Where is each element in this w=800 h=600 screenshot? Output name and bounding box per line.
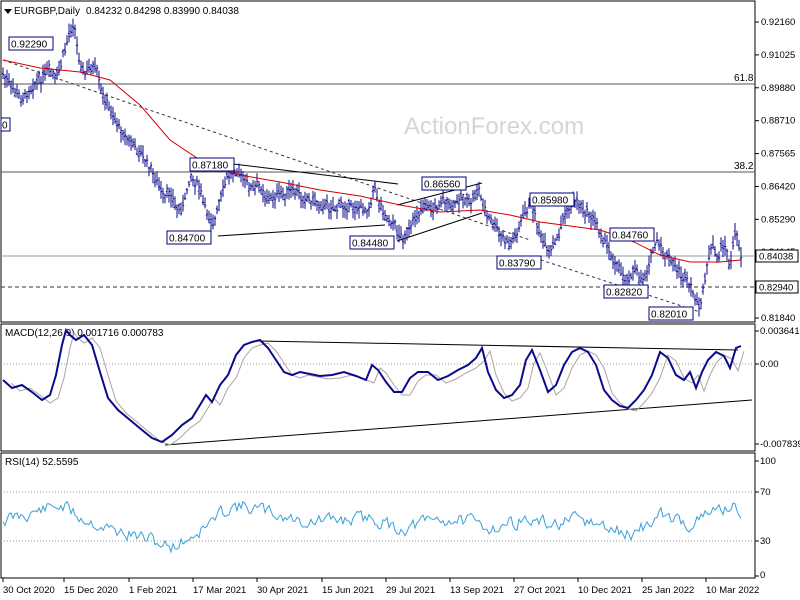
rsi-axis: 100 70 30 0 <box>755 456 776 581</box>
ohlc-values: 0.84232 0.84298 0.83990 0.84038 <box>86 6 239 17</box>
svg-text:0.84700: 0.84700 <box>169 234 206 245</box>
callouts: 0.92290 0.87180 0.84700 0.86560 0.84480 … <box>0 36 694 321</box>
macd-upper-trendline <box>257 340 739 351</box>
triangle-lower-line <box>217 224 386 237</box>
macd-signal-line <box>10 331 745 446</box>
rsi-tick-0: 0 <box>760 570 765 581</box>
callout: 0.82820 <box>603 284 649 299</box>
rsi-tick-70: 70 <box>760 487 771 498</box>
price-tick-label: 0.87565 <box>761 149 795 160</box>
callout: 0.84480 <box>349 235 395 250</box>
date-tick-label: 30 Apr 2021 <box>257 585 308 596</box>
macd-tick-zero: 0.00 <box>760 359 779 370</box>
date-axis: 30 Oct 2020 15 Dec 2020 1 Feb 2021 17 Mar 2… <box>2 578 759 596</box>
macd-tick-bottom: -0.007839 <box>760 439 800 450</box>
rsi-panel-frame <box>0 452 756 579</box>
support-price-tag <box>755 280 799 294</box>
channel-upper-line <box>396 182 483 206</box>
macd-axis: 0.003641 0.00 -0.007839 <box>755 326 800 450</box>
macd-lower-trendline <box>164 399 753 446</box>
long-downtrend-line <box>2 59 531 241</box>
macd-main-line <box>2 327 742 444</box>
fib-382-label: 38.2 <box>734 161 754 172</box>
moving-average-line <box>2 59 742 263</box>
fib-618-label: 61.8 <box>734 73 754 84</box>
date-tick-label: 27 Oct 2021 <box>514 585 566 596</box>
svg-text:0.92290: 0.92290 <box>11 40 48 51</box>
date-tick-label: 10 Dec 2021 <box>578 585 632 596</box>
price-tick-label: 0.92160 <box>761 17 795 28</box>
channel-lower-line <box>396 212 483 242</box>
svg-text:0.83790: 0.83790 <box>499 259 536 270</box>
triangle-upper-line <box>224 162 399 185</box>
support-price-label: 0.82940 <box>759 283 793 294</box>
current-price-tag <box>755 249 799 263</box>
callout: 0.82010 <box>648 306 694 321</box>
price-tick-label: 0.81840 <box>761 313 795 324</box>
svg-text:0: 0 <box>2 121 8 132</box>
svg-text:0.82010: 0.82010 <box>651 310 688 321</box>
svg-text:0.84480: 0.84480 <box>352 239 389 250</box>
svg-text:0.86560: 0.86560 <box>424 180 461 191</box>
date-tick-label: 10 Mar 2022 <box>706 585 759 596</box>
macd-panel-frame <box>0 323 756 452</box>
price-tick-label: 0.85290 <box>761 214 795 225</box>
price-panel-frame <box>0 0 756 323</box>
callout: 0.85980 <box>529 192 575 207</box>
callout: 0.92290 <box>8 36 54 51</box>
callout: 0.84760 <box>609 227 655 242</box>
callout: 0.87180 <box>189 157 235 172</box>
rsi-line <box>2 500 742 554</box>
left-edge-callout: 0 <box>0 117 11 132</box>
rsi-tick-30: 30 <box>760 536 771 547</box>
date-tick-label: 15 Dec 2020 <box>64 585 118 596</box>
price-bars <box>1 18 743 317</box>
price-tick-label: 0.91025 <box>761 50 795 61</box>
title-group: EURGBP,Daily 0.84232 0.84298 0.83990 0.8… <box>4 6 239 17</box>
price-tick-label: 0.88710 <box>761 116 795 127</box>
price-tick-label: 0.89880 <box>761 83 795 94</box>
date-tick-label: 15 Jun 2021 <box>322 585 374 596</box>
rsi-title: RSI(14) 52.5595 <box>5 457 79 468</box>
svg-text:0.84760: 0.84760 <box>612 231 649 242</box>
date-tick-label: 13 Sep 2021 <box>450 585 504 596</box>
watermark: ActionForex.com <box>404 113 584 140</box>
price-tick-label: 0.86420 <box>761 181 795 192</box>
date-tick-label: 1 Feb 2021 <box>129 585 177 596</box>
callout: 0.83790 <box>496 255 542 270</box>
current-price-label: 0.84038 <box>759 252 793 263</box>
date-tick-label: 30 Oct 2020 <box>3 585 55 596</box>
date-tick-label: 25 Jan 2022 <box>642 585 694 596</box>
chart-title: EURGBP,Daily <box>14 6 80 17</box>
date-tick-label: 17 Mar 2021 <box>193 585 246 596</box>
callout: 0.84700 <box>166 230 212 245</box>
macd-title: MACD(12,26,9) 0.001716 0.000783 <box>5 328 164 339</box>
svg-text:0.85980: 0.85980 <box>532 196 569 207</box>
callout: 0.86560 <box>421 176 467 191</box>
svg-text:0.87180: 0.87180 <box>192 161 229 172</box>
macd-tick-top: 0.003641 <box>760 326 800 337</box>
price-axis: 0.92160 0.91025 0.89880 0.88710 0.87565 0.864… <box>755 17 799 324</box>
date-tick-label: 29 Jul 2021 <box>386 585 435 596</box>
rsi-tick-100: 100 <box>760 456 776 467</box>
dropdown-icon[interactable] <box>4 9 12 14</box>
svg-text:0.82820: 0.82820 <box>606 288 643 299</box>
